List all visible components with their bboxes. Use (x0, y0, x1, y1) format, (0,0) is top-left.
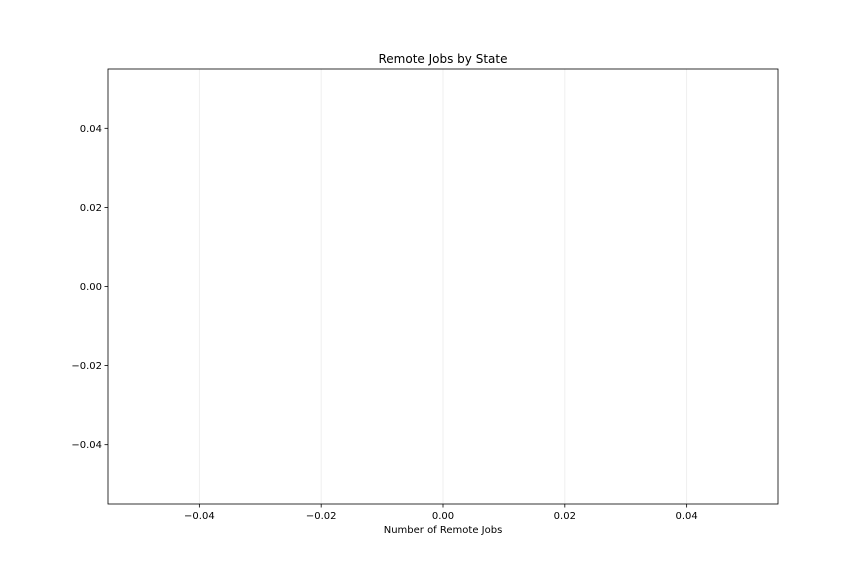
x-axis: −0.04 −0.02 0.00 0.02 0.04 (184, 504, 698, 522)
y-tick-label-2: 0.00 (80, 282, 102, 293)
x-tick-label-3: 0.02 (554, 511, 576, 522)
x-tick-label-0: −0.04 (184, 511, 215, 522)
x-tick-label-4: 0.04 (676, 511, 698, 522)
y-tick-label-3: −0.02 (71, 361, 102, 372)
grid-lines (198, 69, 688, 504)
y-tick-label-0: 0.04 (80, 124, 102, 135)
x-tick-label-1: −0.02 (306, 511, 337, 522)
y-tick-label-4: −0.04 (71, 440, 102, 451)
chart-title: Remote Jobs by State (379, 52, 508, 66)
y-axis: 0.04 0.02 0.00 −0.02 −0.04 (71, 124, 108, 451)
y-tick-label-1: 0.02 (80, 203, 102, 214)
x-tick-label-2: 0.00 (432, 511, 454, 522)
x-axis-label: Number of Remote Jobs (384, 525, 503, 536)
